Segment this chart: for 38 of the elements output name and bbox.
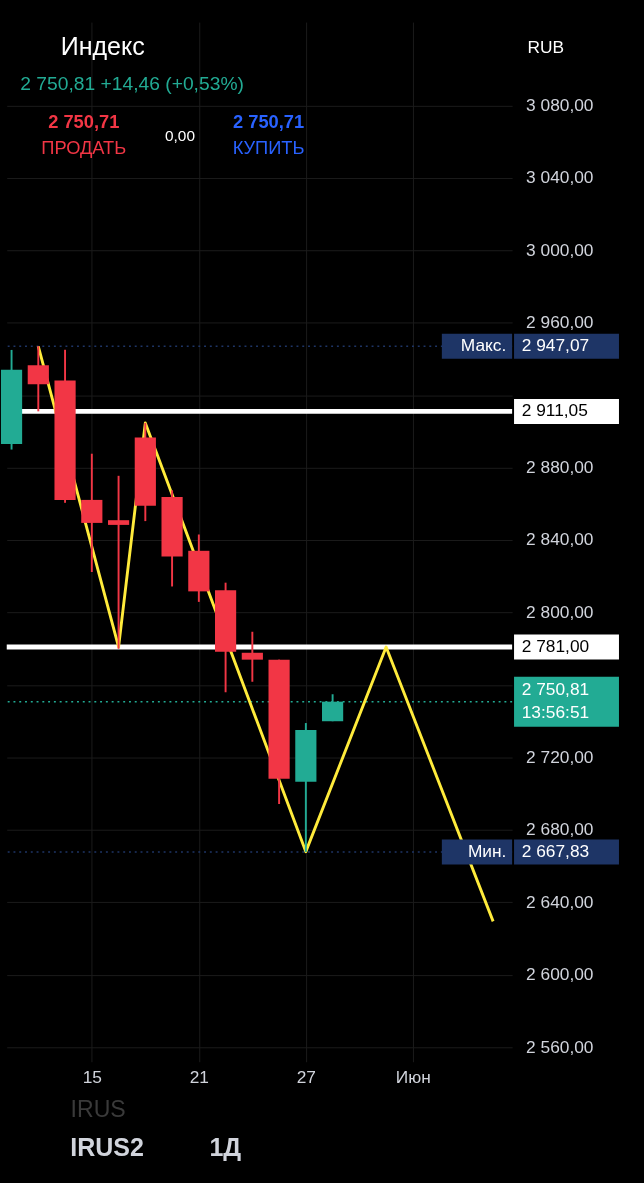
y-tick-label: 2 720,00 <box>526 746 594 767</box>
y-tick-label: 2 880,00 <box>526 456 594 477</box>
x-tick-label: 27 <box>296 1067 316 1088</box>
candlestick <box>27 345 49 413</box>
ref-line-label: 2 667,83 <box>521 840 590 861</box>
annotation: 2 750,71 <box>233 110 305 132</box>
text: 1Д <box>209 1133 242 1162</box>
y-tick-label: 2 600,00 <box>526 964 594 985</box>
annotation: 2 750,71 <box>48 110 120 132</box>
y-tick-label: 3 040,00 <box>526 167 594 188</box>
y-tick-label: 2 560,00 <box>526 1036 594 1057</box>
annotation: КУПИТЬ <box>232 136 305 158</box>
y-tick-label: 2 680,00 <box>526 819 594 840</box>
annotation: 2 750,81 +14,46 (+0,53%) <box>20 73 244 95</box>
ref-line-label: 2 947,07 <box>521 335 590 355</box>
ref-line-label: 2 911,05 <box>521 400 588 421</box>
ref-line-label: 2 750,81 13:56:51 <box>521 678 590 723</box>
y-tick-label: 2 640,00 <box>526 891 594 912</box>
candlestick <box>81 452 103 573</box>
annotation: ПРОДАТЬ <box>41 136 127 158</box>
x-tick-label: 15 <box>82 1067 102 1088</box>
y-tick-label: 3 080,00 <box>526 94 594 115</box>
y-tick-label: 3 000,00 <box>526 239 594 260</box>
y-tick-label: 2 960,00 <box>526 312 594 333</box>
text: RUB <box>527 36 565 57</box>
text: IRUS2 <box>70 1133 144 1162</box>
chart-title: Индекс <box>60 31 145 60</box>
candlestick <box>107 474 130 650</box>
annotation: Макс. <box>460 335 507 355</box>
annotation: 0,00 <box>165 126 195 144</box>
candlestick <box>241 630 263 683</box>
x-tick-label: Июн <box>395 1067 431 1088</box>
x-tick-label: 21 <box>189 1067 209 1088</box>
y-tick-label: 2 800,00 <box>526 601 594 622</box>
y-tick-label: 2 840,00 <box>526 529 594 550</box>
text: IRUS <box>70 1095 126 1122</box>
annotation: Мин. <box>467 840 507 861</box>
ref-line-label: 2 781,00 <box>521 635 590 656</box>
